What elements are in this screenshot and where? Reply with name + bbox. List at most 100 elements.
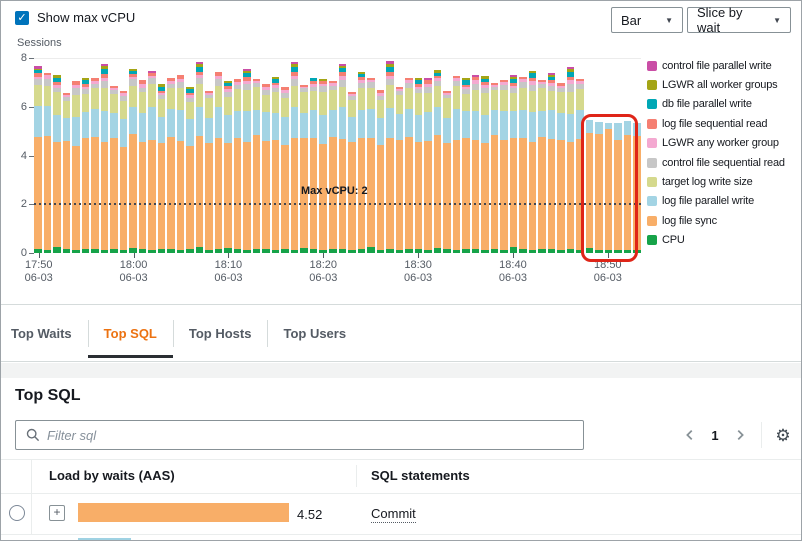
legend-item[interactable]: control file parallel write	[647, 56, 785, 75]
chart-bar[interactable]	[34, 66, 42, 253]
chart-bar[interactable]	[195, 61, 204, 253]
show-max-vcpu-checkbox[interactable]: ✓	[15, 10, 29, 25]
chart-bar[interactable]	[138, 80, 147, 253]
table-settings-button[interactable]: ⚙	[771, 423, 795, 447]
chart-bar[interactable]	[119, 90, 128, 253]
row-radio-button[interactable]	[9, 505, 25, 521]
load-aas-value: 4.52	[297, 507, 323, 522]
chart-bar[interactable]	[519, 77, 527, 253]
chart-type-dropdown[interactable]: Bar ▼	[611, 7, 683, 33]
chart-bar[interactable]	[214, 71, 223, 253]
legend-item[interactable]: LGWR all worker groups	[647, 75, 785, 94]
chart-bar[interactable]	[367, 77, 375, 253]
chart-bar[interactable]	[433, 70, 442, 253]
chart-bar[interactable]	[186, 87, 194, 253]
tab-top-sql[interactable]: Top SQL	[87, 305, 174, 361]
chart-bar[interactable]	[405, 78, 413, 253]
sql-statement-link[interactable]: Commit	[371, 506, 416, 523]
chart-bar[interactable]	[91, 77, 99, 253]
chart-bar[interactable]	[452, 75, 461, 253]
chart-bar[interactable]	[129, 69, 137, 253]
chart-bar[interactable]	[386, 61, 394, 253]
chart-bar[interactable]	[62, 93, 71, 253]
legend-item[interactable]: log file sync	[647, 211, 785, 230]
bar-segment-control_file_sequential_read	[357, 82, 366, 88]
legend-item[interactable]: log file parallel write	[647, 192, 785, 211]
chart-bar[interactable]	[157, 84, 166, 253]
chart-bar[interactable]	[205, 90, 213, 253]
chart-bar[interactable]	[176, 75, 185, 253]
chart-bar[interactable]	[604, 122, 613, 253]
chart-plot-area[interactable]	[34, 58, 641, 253]
chart-bar[interactable]	[614, 122, 622, 253]
chart-bar[interactable]	[252, 79, 261, 253]
slice-by-dropdown[interactable]: Slice by wait ▼	[687, 5, 791, 35]
legend-item[interactable]: CPU	[647, 231, 785, 250]
chart-bar[interactable]	[148, 71, 156, 253]
chart-bar[interactable]	[490, 82, 499, 253]
bar-segment-log_file_sequential_read	[471, 76, 480, 81]
chart-bar[interactable]	[224, 80, 232, 253]
chart-bar[interactable]	[395, 87, 404, 253]
chart-bar[interactable]	[566, 66, 575, 253]
bar-segment-cpu	[395, 250, 404, 253]
chart-bar[interactable]	[481, 76, 489, 253]
chart-bar[interactable]	[471, 74, 480, 253]
legend-item[interactable]: target log write size	[647, 172, 785, 191]
chart-bar[interactable]	[81, 78, 90, 253]
chart-bar[interactable]	[576, 78, 584, 253]
legend-item[interactable]: db file parallel write	[647, 95, 785, 114]
chart-bar[interactable]	[547, 73, 556, 253]
current-page-number[interactable]: 1	[711, 427, 719, 443]
chart-bar[interactable]	[595, 122, 603, 253]
bar-segment-control_file_parallel_write	[509, 75, 518, 78]
legend-item[interactable]: LGWR any worker group	[647, 134, 785, 153]
chart-bar[interactable]	[309, 78, 318, 253]
chart-bar[interactable]	[443, 90, 451, 253]
bar-segment-lgwr_any_worker_group	[224, 88, 232, 92]
bar-segment-cpu	[224, 247, 232, 253]
chart-bar[interactable]	[557, 83, 565, 253]
chart-bar[interactable]	[623, 121, 632, 253]
chart-bar[interactable]	[509, 75, 518, 253]
chart-bar[interactable]	[167, 77, 175, 253]
expand-row-button[interactable]: +	[49, 505, 65, 521]
chart-bar[interactable]	[271, 76, 280, 253]
chart-bar[interactable]	[243, 68, 251, 253]
chart-bar[interactable]	[585, 120, 594, 253]
chart-bar[interactable]	[300, 84, 308, 253]
chart-bar[interactable]	[528, 70, 537, 253]
chart-bar[interactable]	[538, 80, 546, 253]
chart-bar[interactable]	[500, 79, 508, 253]
chart-bar[interactable]	[328, 80, 337, 253]
slice-by-value: Slice by wait	[697, 5, 743, 35]
filter-sql-input[interactable]	[47, 427, 573, 443]
tab-top-users[interactable]: Top Users	[267, 305, 362, 361]
chart-bar[interactable]	[376, 89, 385, 253]
chart-bar[interactable]	[348, 92, 356, 253]
legend-item[interactable]: control file sequential read	[647, 153, 785, 172]
chart-bar[interactable]	[53, 75, 61, 253]
chart-bar[interactable]	[262, 83, 270, 253]
legend-item[interactable]: log file sequential read	[647, 114, 785, 133]
chart-bar[interactable]	[43, 72, 52, 253]
chart-bar[interactable]	[319, 78, 327, 253]
tab-top-hosts[interactable]: Top Hosts	[172, 305, 268, 361]
bar-segment-db_file_parallel_write	[414, 79, 423, 84]
chart-bar[interactable]	[414, 78, 423, 253]
next-page-button[interactable]	[728, 423, 752, 447]
chart-bar[interactable]	[338, 63, 347, 253]
chart-bar[interactable]	[233, 79, 242, 253]
previous-page-button[interactable]	[678, 423, 702, 447]
chart-bar[interactable]	[462, 78, 470, 253]
chart-bar[interactable]	[110, 86, 118, 253]
chart-bar[interactable]	[290, 62, 299, 253]
tab-top-waits[interactable]: Top Waits	[11, 305, 88, 361]
bar-segment-lgwr_any_worker_group	[405, 80, 413, 84]
chart-bar[interactable]	[72, 81, 80, 253]
chart-bar[interactable]	[357, 72, 366, 253]
chart-bar[interactable]	[424, 78, 432, 253]
bar-segment-log_file_parallel_write	[224, 114, 232, 143]
chart-bar[interactable]	[281, 87, 289, 253]
chart-bar[interactable]	[100, 64, 109, 253]
